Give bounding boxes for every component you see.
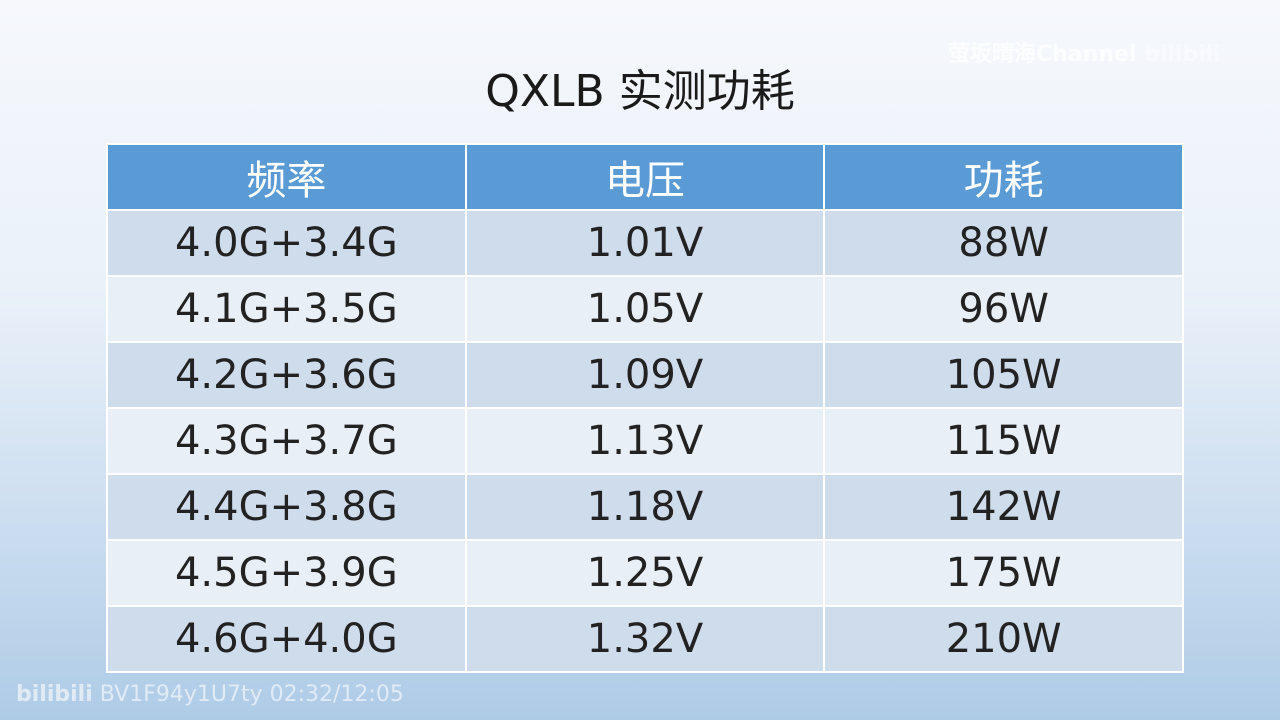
power-table: 频率 电压 功耗 4.0G+3.4G 1.01V 88W 4.1G+3.5G 1.05V… (106, 143, 1184, 673)
cell-voltage: 1.05V (464, 275, 826, 343)
cell-power: 88W (823, 209, 1184, 277)
cell-power: 210W (823, 605, 1184, 673)
cell-voltage: 1.13V (464, 407, 826, 475)
header-voltage: 电压 (464, 143, 826, 211)
cell-voltage: 1.32V (464, 605, 826, 673)
cell-power: 142W (823, 473, 1184, 541)
cell-frequency: 4.5G+3.9G (106, 539, 467, 607)
table-row: 4.4G+3.8G 1.18V 142W (106, 473, 1184, 541)
header-frequency: 频率 (106, 143, 467, 211)
table-row: 4.5G+3.9G 1.25V 175W (106, 539, 1184, 607)
table-row: 4.3G+3.7G 1.13V 115W (106, 407, 1184, 475)
cell-power: 175W (823, 539, 1184, 607)
cell-voltage: 1.01V (464, 209, 826, 277)
cell-frequency: 4.2G+3.6G (106, 341, 467, 409)
cell-frequency: 4.4G+3.8G (106, 473, 467, 541)
table-header-row: 频率 电压 功耗 (106, 143, 1184, 211)
cell-power: 115W (823, 407, 1184, 475)
channel-watermark: 萤坂晴海Channel bilibili (948, 42, 1221, 67)
cell-power: 96W (823, 275, 1184, 343)
cell-frequency: 4.3G+3.7G (106, 407, 467, 475)
slide-title: QXLB 实测功耗 (485, 66, 795, 117)
cell-voltage: 1.09V (464, 341, 826, 409)
table-row: 4.2G+3.6G 1.09V 105W (106, 341, 1184, 409)
video-info-watermark: bilibili BV1F94y1U7ty 02:32/12:05 (16, 682, 404, 707)
table-row: 4.6G+4.0G 1.32V 210W (106, 605, 1184, 673)
table-row: 4.0G+3.4G 1.01V 88W (106, 209, 1184, 277)
cell-frequency: 4.1G+3.5G (106, 275, 467, 343)
header-power: 功耗 (823, 143, 1184, 211)
cell-voltage: 1.25V (464, 539, 826, 607)
cell-frequency: 4.6G+4.0G (106, 605, 467, 673)
cell-frequency: 4.0G+3.4G (106, 209, 467, 277)
table-row: 4.1G+3.5G 1.05V 96W (106, 275, 1184, 343)
cell-power: 105W (823, 341, 1184, 409)
cell-voltage: 1.18V (464, 473, 826, 541)
